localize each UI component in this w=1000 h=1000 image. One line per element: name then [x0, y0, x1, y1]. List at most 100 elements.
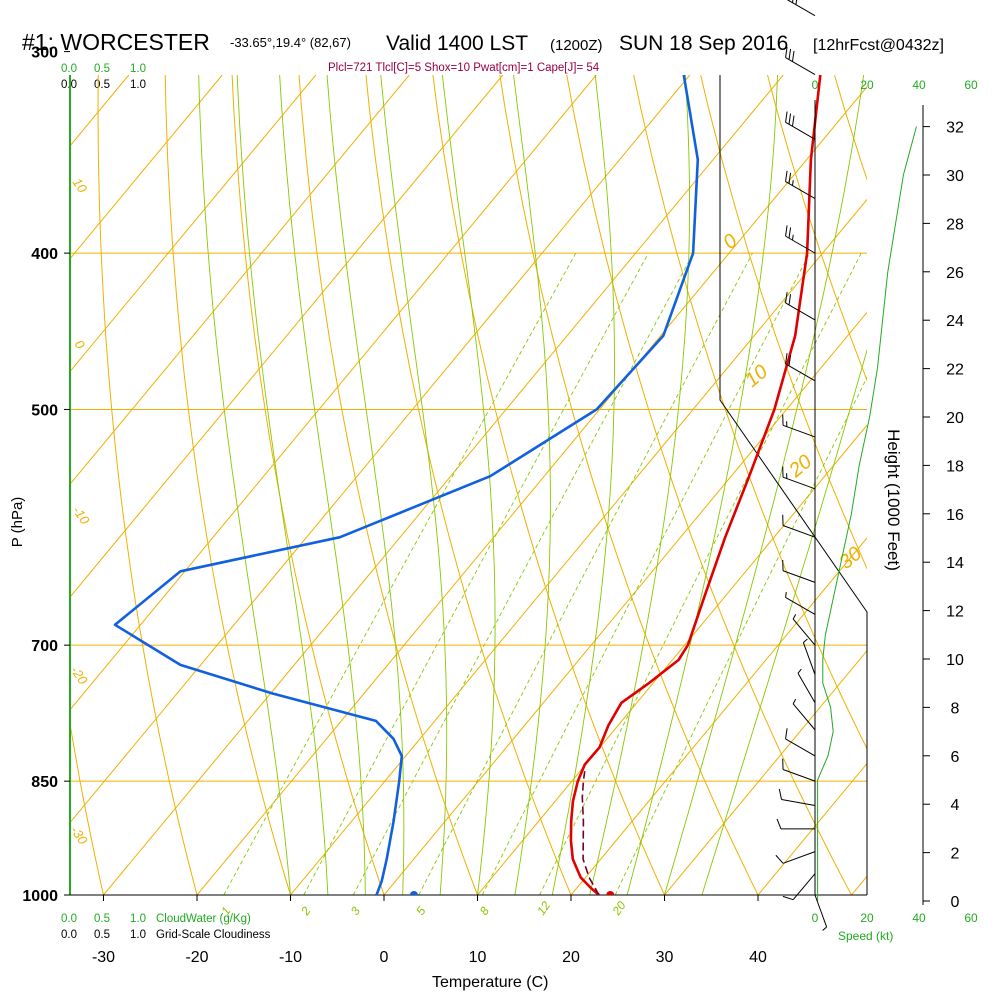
barb-half-flag — [792, 614, 797, 620]
barb-flag — [788, 113, 792, 125]
barb-staff — [781, 799, 816, 806]
isotherm-line — [103, 75, 784, 895]
wind-speed-line — [817, 126, 917, 901]
axes: -30-20-100102030402503004005007008501000… — [22, 45, 964, 966]
moist-adiabat-line — [198, 75, 291, 895]
wind-barb — [775, 851, 816, 864]
isotherm-label: 10 — [70, 175, 91, 196]
mixing-ratio-line — [352, 252, 694, 895]
barb-staff — [782, 769, 816, 782]
background-lines — [0, 0, 1000, 895]
barb-flag — [785, 353, 788, 364]
wind-barb — [785, 46, 816, 75]
barb-staff — [782, 476, 816, 490]
barb-flag — [791, 0, 794, 3]
x-tick-label: 30 — [656, 949, 674, 966]
x-tick-label: -20 — [185, 949, 208, 966]
barb-flag — [775, 854, 784, 864]
moist-adiabat-line — [626, 75, 778, 895]
isotherm-line — [70, 75, 317, 373]
wind-barb — [797, 668, 816, 704]
station-title: #1: WORCESTER — [22, 29, 210, 55]
station-location: -33.65°,19.4° (82,67) — [230, 35, 351, 50]
isotherm-line — [70, 75, 691, 824]
isotherm-label: -10 — [70, 503, 94, 528]
height-tick-label: 12 — [946, 604, 964, 621]
wind-barb — [785, 225, 816, 254]
isotherm-line — [477, 424, 867, 895]
dry-adiabat-line — [566, 75, 852, 895]
cloud-scale-top: 0.0 0.5 1.0 0.0 0.5 1.0 — [61, 63, 146, 91]
barb-staff — [785, 302, 816, 321]
barb-flag — [785, 292, 788, 303]
cloud-tick: 0.0 — [61, 63, 77, 75]
isotherm-line — [383, 311, 867, 895]
dry-adiabat-line — [432, 75, 665, 895]
dry-adiabat-line — [298, 75, 478, 895]
barb-half-flag — [791, 234, 794, 241]
cloudiness-tick: 1.0 — [130, 79, 146, 91]
isotherm-line — [0, 75, 35, 895]
x-tick-label: 20 — [562, 949, 580, 966]
wind-barb — [782, 414, 816, 438]
cloudiness-tick: 0.0 — [61, 929, 77, 941]
barb-flag — [788, 294, 792, 305]
barb-flag — [782, 895, 794, 901]
pressure-tick-label: 400 — [31, 246, 58, 263]
moist-adiabat-line — [380, 75, 448, 895]
dewpoint-line — [113, 75, 700, 895]
dry-adiabat-line — [858, 0, 1000, 895]
cloud-tick: 0.5 — [94, 63, 110, 75]
wind-barb — [782, 466, 816, 490]
cloudwater-label: CloudWater (g/Kg) — [156, 913, 251, 925]
mixing-ratio-line — [418, 252, 753, 895]
barb-flag — [776, 818, 782, 830]
barb-half-flag — [785, 592, 787, 598]
barb-staff — [802, 642, 816, 675]
cloud-tick: 1.0 — [130, 913, 146, 925]
dry-adiabat-line — [365, 75, 572, 895]
moist-adiabat-line — [701, 348, 867, 895]
speed-tick-label: 0 — [812, 911, 819, 925]
forecast-label: [12hrFcst@0432z] — [813, 37, 944, 54]
barb-staff — [785, 738, 816, 757]
height-tick-label: 18 — [946, 458, 964, 475]
x-tick-label: 0 — [380, 949, 389, 966]
moist-adiabat-line — [589, 75, 690, 895]
cloud-tick: 1.0 — [130, 63, 146, 75]
pressure-tick-label: 850 — [31, 774, 58, 791]
dry-adiabat-line — [700, 75, 867, 570]
cloud-scale-bottom: 0.0 0.5 1.0 CloudWater (g/Kg) 0.0 0.5 1.… — [61, 913, 271, 941]
height-tick-label: 0 — [951, 894, 960, 911]
isotherm-line — [664, 649, 867, 895]
moist-adiabat-line — [279, 75, 366, 895]
mixing-ratio-label: 8 — [477, 904, 492, 918]
barb-staff — [782, 424, 816, 438]
mixing-ratio-label: 12 — [534, 898, 553, 917]
cloudiness-tick: 1.0 — [130, 929, 146, 941]
dry-adiabat-line — [499, 75, 759, 895]
surface-dewpoint-marker — [409, 891, 418, 895]
moist-adiabat-line — [551, 75, 615, 895]
valid-date: SUN 18 Sep 2016 — [619, 32, 788, 55]
barb-staff — [814, 894, 828, 928]
dry-adiabat-line — [231, 75, 385, 895]
barb-staff — [785, 57, 816, 75]
isotherm-line — [290, 198, 867, 895]
moist-adiabat-line — [326, 75, 405, 895]
speed-tick-label: 20 — [860, 78, 874, 92]
height-tick-label: 22 — [946, 362, 964, 379]
wind-barb — [792, 698, 816, 731]
moist-adiabat-line — [441, 75, 496, 895]
mixing-ratio-line — [303, 252, 649, 895]
isotherm-line — [70, 75, 130, 147]
barb-flag — [785, 111, 788, 123]
mixing-ratio-label: 2 — [298, 904, 314, 919]
barb-staff — [785, 121, 816, 140]
height-axis-title: Height (1000 Feet) — [884, 429, 903, 571]
wind-barb — [786, 0, 816, 17]
plot-boundary — [719, 75, 868, 895]
temperature-line — [569, 75, 822, 895]
